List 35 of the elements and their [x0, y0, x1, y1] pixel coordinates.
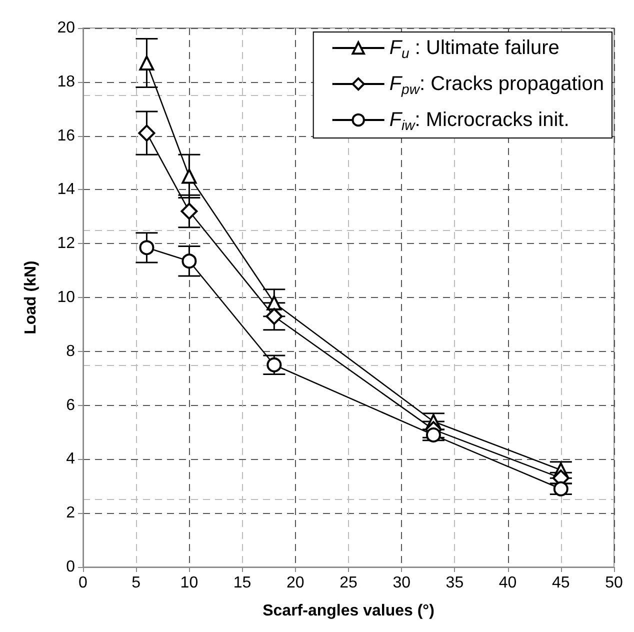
- x-axis-title: Scarf-angles values (°): [262, 602, 434, 620]
- x-tick-label: 10: [180, 574, 198, 592]
- y-tick-label: 14: [57, 181, 76, 198]
- x-tick-label: 25: [340, 574, 358, 592]
- x-tick-label: 0: [78, 574, 88, 592]
- point: [266, 357, 282, 372]
- y-tick-label: 10: [57, 289, 76, 306]
- x-tick-label: 20: [286, 574, 304, 592]
- point: [182, 168, 197, 184]
- y-tick-label: 0: [66, 558, 76, 576]
- y-tick-label: 6: [66, 396, 76, 414]
- point: [266, 308, 283, 325]
- y-tick-label: 4: [66, 450, 76, 468]
- y-tick-label: 18: [57, 73, 76, 90]
- point: [180, 202, 198, 220]
- x-tick-label: 50: [605, 574, 623, 592]
- x-tick-label: 30: [392, 574, 411, 592]
- point: [182, 254, 197, 269]
- x-tick-label: 35: [446, 574, 464, 592]
- point: [426, 427, 441, 442]
- point: [139, 240, 154, 256]
- y-tick-label: 2: [66, 504, 76, 522]
- point: [266, 295, 282, 310]
- y-tick-label: 12: [57, 235, 76, 252]
- x-tick-label: 45: [552, 574, 570, 592]
- x-tick-label: 40: [498, 574, 517, 592]
- x-tick-label: 5: [132, 574, 141, 592]
- y-axis-title: Load (kN): [22, 260, 40, 334]
- y-tick-label: 20: [57, 20, 76, 36]
- point: [138, 124, 156, 142]
- point: [553, 481, 568, 496]
- y-tick-label: 16: [57, 127, 76, 144]
- y-tick-label: 8: [66, 342, 76, 360]
- x-tick-label: 15: [233, 574, 252, 592]
- point: [139, 56, 154, 71]
